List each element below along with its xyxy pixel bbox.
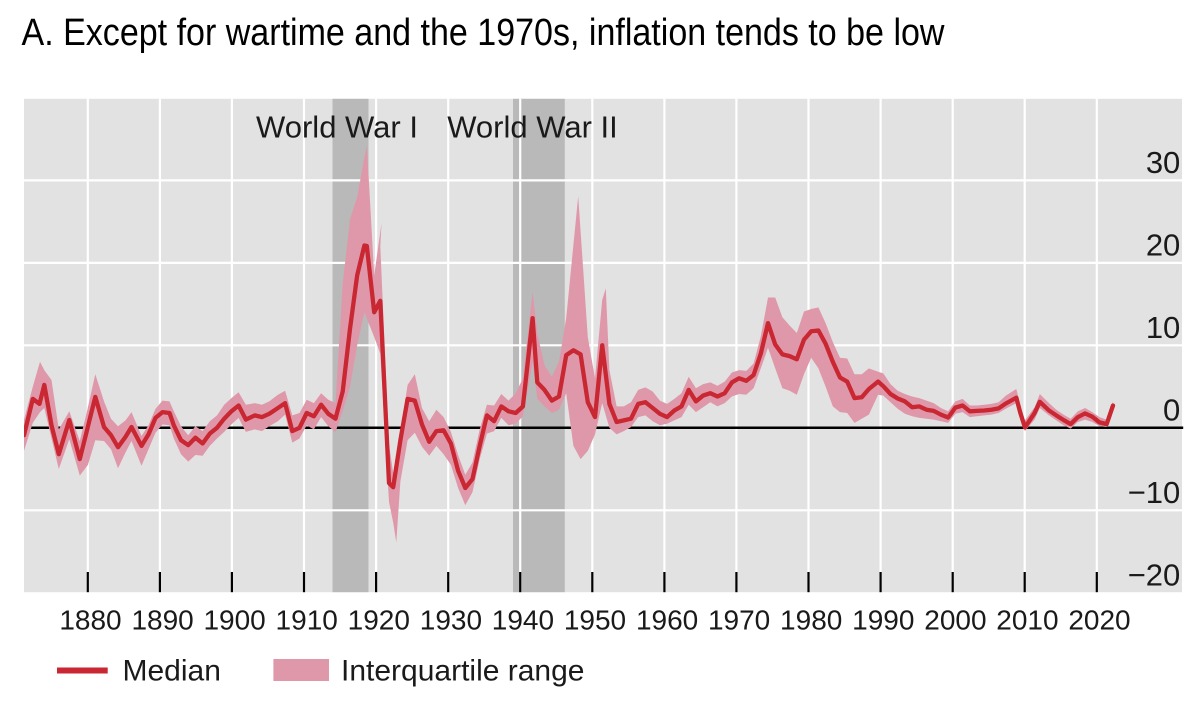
svg-text:Interquartile range: Interquartile range bbox=[341, 654, 585, 687]
svg-text:1880: 1880 bbox=[59, 604, 121, 635]
svg-text:2010: 2010 bbox=[996, 604, 1058, 635]
svg-text:Median: Median bbox=[123, 654, 221, 687]
svg-text:1990: 1990 bbox=[852, 604, 914, 635]
svg-text:30: 30 bbox=[1146, 145, 1180, 180]
svg-text:1950: 1950 bbox=[564, 604, 626, 635]
svg-text:World War I: World War I bbox=[256, 110, 418, 145]
svg-text:−10: −10 bbox=[1128, 475, 1181, 510]
svg-text:1980: 1980 bbox=[780, 604, 842, 635]
svg-text:10: 10 bbox=[1146, 310, 1180, 345]
svg-text:1940: 1940 bbox=[492, 604, 554, 635]
svg-text:1970: 1970 bbox=[708, 604, 770, 635]
svg-text:−20: −20 bbox=[1128, 558, 1181, 593]
svg-text:A. Except for wartime and the: A. Except for wartime and the 1970s, inf… bbox=[22, 12, 945, 54]
svg-text:1920: 1920 bbox=[348, 604, 410, 635]
svg-text:1960: 1960 bbox=[636, 604, 698, 635]
svg-text:20: 20 bbox=[1146, 228, 1180, 263]
svg-text:2020: 2020 bbox=[1068, 604, 1130, 635]
svg-text:1900: 1900 bbox=[203, 604, 265, 635]
svg-text:1930: 1930 bbox=[420, 604, 482, 635]
svg-text:0: 0 bbox=[1163, 393, 1180, 428]
svg-text:1890: 1890 bbox=[131, 604, 193, 635]
svg-text:2000: 2000 bbox=[924, 604, 986, 635]
svg-text:World War II: World War II bbox=[447, 110, 618, 145]
svg-text:1910: 1910 bbox=[276, 604, 338, 635]
